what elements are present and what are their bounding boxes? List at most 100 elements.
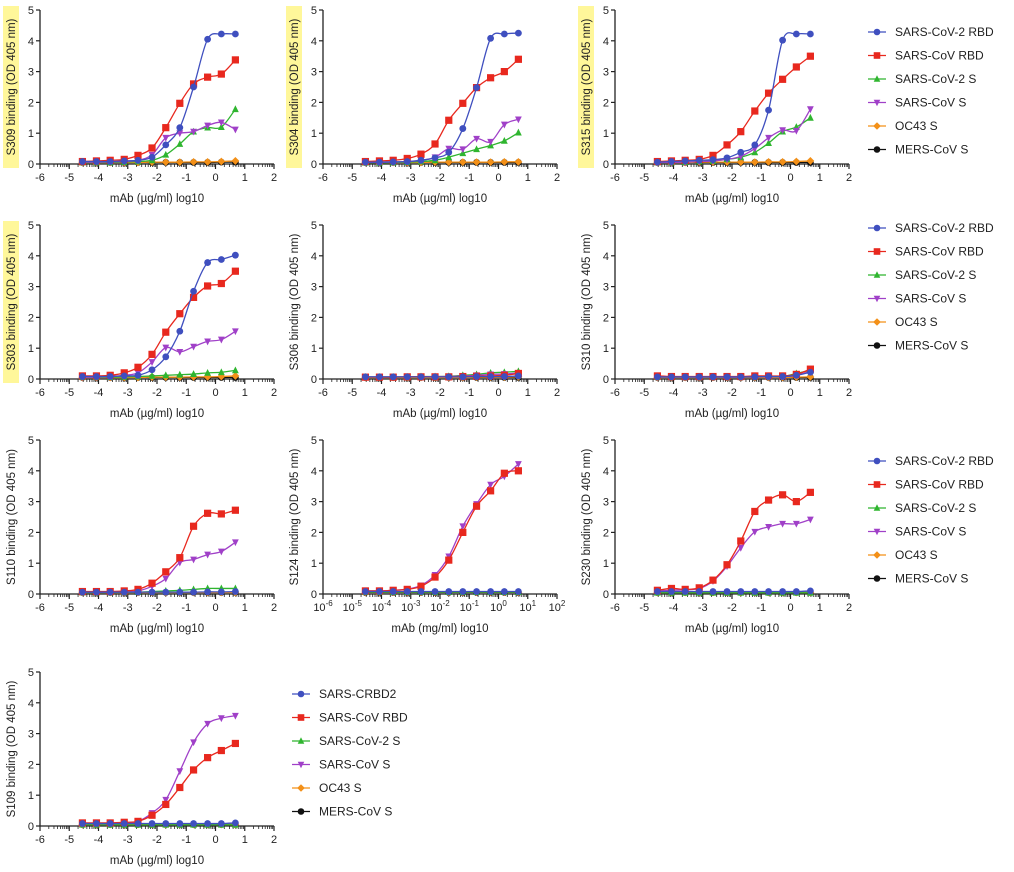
legend-3: SARS-CoV-2 RBD SARS-CoV RBD SARS-CoV-2 S SA… [868, 454, 994, 586]
data-point [389, 158, 397, 166]
data-point [765, 523, 772, 531]
y-tick-label: 3 [28, 282, 34, 294]
y-tick-label: 2 [603, 312, 609, 324]
legend-label: MERS-CoV S [319, 805, 392, 819]
data-point [695, 584, 703, 592]
legend-item: SARS-CoV S [868, 292, 966, 306]
data-point [162, 150, 170, 158]
chart-panel-3: S315 binding (OD 405 nm) 0 1 2 3 4 5 -6 -5 -4 -3 -2… [578, 5, 852, 205]
x-tick-label: 2 [846, 172, 852, 184]
y-tick-label: 1 [603, 558, 609, 570]
data-point [204, 122, 212, 130]
x-tick-label: -2 [727, 602, 737, 614]
legend-marker [873, 122, 881, 130]
legend-label: OC43 S [895, 548, 938, 562]
data-point [779, 127, 787, 135]
legend-label: MERS-CoV S [895, 339, 968, 353]
x-tick-label: -5 [64, 387, 74, 399]
y-tick-label: 0 [28, 159, 34, 171]
legend-label: SARS-CoV-2 S [895, 268, 976, 282]
data-point [806, 368, 814, 376]
data-point [231, 30, 239, 38]
data-point [231, 372, 240, 380]
legend-label: SARS-CoV RBD [895, 49, 984, 63]
data-point [148, 579, 156, 587]
x-tick-label: 0 [787, 172, 793, 184]
series-sars-cov-2-s [79, 105, 239, 166]
y-tick-label: 1 [603, 343, 609, 355]
y-tick-label: 5 [311, 5, 317, 17]
x-tick-label: -4 [94, 834, 104, 846]
ylabel-highlight [3, 6, 19, 168]
x-tick-label: -4 [669, 387, 679, 399]
data-point [176, 559, 184, 567]
data-point [792, 520, 800, 528]
x-tick-label: 1 [817, 602, 823, 614]
data-point [376, 373, 383, 381]
data-point [473, 84, 480, 92]
data-point [779, 520, 787, 528]
data-point [79, 820, 86, 827]
data-point [514, 461, 522, 468]
y-tick-label: 0 [603, 374, 609, 386]
x-tick-label: 0 [787, 387, 793, 399]
data-point [500, 469, 508, 477]
data-point [176, 348, 184, 356]
data-point [204, 588, 212, 596]
x-tick-label: 2 [554, 387, 560, 399]
fit-curve [82, 270, 236, 377]
y-tick-label: 3 [311, 497, 317, 509]
data-point [190, 343, 197, 351]
fit-curve [82, 822, 236, 825]
data-point [217, 368, 225, 376]
x-tick-label: -2 [152, 602, 162, 614]
data-point [217, 119, 225, 127]
y-tick-label: 5 [311, 435, 317, 447]
data-point [654, 373, 661, 381]
y-tick-label: 4 [311, 466, 317, 478]
data-point [473, 373, 480, 380]
data-point [473, 588, 480, 595]
data-point [778, 157, 787, 166]
data-point [417, 582, 425, 590]
legend-marker [297, 690, 305, 698]
legend-item: SARS-CoV S [868, 96, 966, 110]
data-point [514, 128, 522, 136]
data-point [204, 73, 212, 81]
legend-marker [873, 52, 881, 59]
x-tick-label: 0 [787, 602, 793, 614]
data-point [765, 139, 772, 146]
data-point [487, 34, 495, 42]
x-tick-label: 0 [495, 172, 501, 184]
data-point [736, 158, 745, 167]
data-point [204, 259, 212, 266]
data-point [459, 523, 467, 531]
legend-label: SARS-CoV-2 RBD [895, 221, 994, 235]
data-point [792, 127, 800, 135]
chart-panel-7: S110 binding (OD 405 nm) 0 1 2 3 4 5 -6 -5 -4 -3 -2… [6, 435, 277, 635]
data-point [204, 754, 212, 762]
data-point [134, 363, 142, 371]
fit-curve [365, 470, 519, 592]
data-point [431, 373, 439, 381]
data-point [709, 151, 717, 159]
x-tick-label: -2 [152, 387, 162, 399]
data-point [806, 488, 814, 496]
series-sars-cov-s [654, 516, 814, 595]
y-axis-label: S109 binding (OD 405 nm) [6, 680, 18, 817]
x-tick-label: 101 [519, 599, 536, 614]
x-tick-label: 1 [242, 602, 248, 614]
x-axis-label: mAb (µg/ml) log10 [110, 408, 204, 420]
y-axis-label: S315 binding (OD 405 nm) [581, 18, 593, 155]
data-point [389, 373, 397, 381]
y-axis-label: S230 binding (OD 405 nm) [581, 448, 593, 585]
y-tick-label: 1 [311, 558, 317, 570]
legend-item: MERS-CoV S [868, 572, 968, 586]
series-sars-cov-2-rbd [79, 251, 239, 380]
legend-item: OC43 S [868, 119, 938, 133]
legend-item: SARS-CoV RBD [292, 711, 408, 725]
data-point [106, 820, 114, 827]
x-tick-label: 1 [242, 834, 248, 846]
data-point [779, 75, 787, 83]
y-tick-label: 2 [28, 312, 34, 324]
